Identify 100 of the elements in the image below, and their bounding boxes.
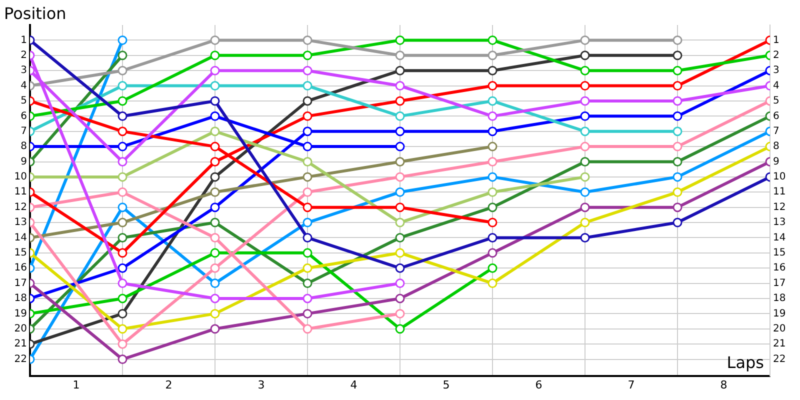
point	[580, 96, 590, 106]
point	[395, 50, 405, 60]
y-tick-label: 10	[14, 172, 27, 183]
x-tick-label: 8	[720, 378, 728, 392]
point	[302, 324, 312, 334]
point	[672, 218, 682, 228]
point	[302, 202, 312, 212]
y2-tick-label: 6	[773, 110, 780, 122]
x-tick-label: 3	[258, 378, 265, 392]
point	[580, 187, 590, 197]
point	[488, 218, 498, 228]
point	[302, 218, 312, 228]
point	[118, 232, 128, 242]
point	[580, 142, 590, 152]
y2-tick-label: 17	[773, 278, 786, 289]
point	[672, 142, 682, 152]
point	[488, 248, 498, 258]
point	[118, 263, 128, 273]
point	[580, 50, 590, 60]
point	[302, 35, 312, 45]
y-tick-label: 6	[20, 110, 27, 122]
point	[395, 248, 405, 258]
point	[488, 66, 498, 76]
point	[210, 35, 220, 45]
y2-tick-label: 16	[773, 262, 786, 274]
x-tick-label: 7	[628, 378, 635, 392]
point	[302, 172, 312, 182]
y2-tick-label: 14	[773, 232, 786, 244]
point	[118, 111, 128, 121]
point	[395, 278, 405, 288]
y-tick-label: 4	[20, 80, 27, 92]
point	[395, 294, 405, 304]
y-tick-label: 2	[20, 50, 27, 61]
point	[118, 172, 128, 182]
point	[672, 35, 682, 45]
point	[302, 187, 312, 197]
point	[672, 111, 682, 121]
point	[118, 339, 128, 349]
point	[210, 126, 220, 136]
point	[302, 278, 312, 288]
point	[395, 126, 405, 136]
y2-tick-label: 21	[773, 338, 786, 350]
point	[395, 324, 405, 334]
point	[302, 142, 312, 152]
point	[118, 308, 128, 318]
y-tick-label: 19	[14, 308, 27, 320]
point	[395, 142, 405, 152]
y-tick-label: 18	[14, 293, 27, 304]
point	[210, 263, 220, 273]
point	[210, 218, 220, 228]
point	[302, 294, 312, 304]
y-tick-label: 8	[20, 141, 27, 152]
point	[302, 81, 312, 91]
point	[395, 157, 405, 167]
point	[580, 111, 590, 121]
point	[488, 111, 498, 121]
y-tick-label: 14	[14, 232, 27, 244]
y2-tick-label: 2	[773, 50, 780, 61]
y2-tick-label: 10	[773, 172, 786, 183]
point	[395, 308, 405, 318]
point	[672, 157, 682, 167]
y-tick-label: 16	[14, 262, 27, 274]
point	[302, 308, 312, 318]
point	[395, 218, 405, 228]
point	[672, 66, 682, 76]
y2-tick-label: 11	[773, 186, 786, 198]
point	[488, 126, 498, 136]
point	[118, 96, 128, 106]
y-tick-label: 1	[20, 34, 27, 46]
point	[302, 157, 312, 167]
point	[210, 202, 220, 212]
point	[302, 232, 312, 242]
y-tick-label: 22	[14, 354, 27, 365]
point	[488, 172, 498, 182]
point	[302, 263, 312, 273]
y-tick-label: 9	[20, 156, 27, 168]
x-tick-label: 2	[165, 378, 172, 392]
point	[672, 50, 682, 60]
point	[210, 142, 220, 152]
point	[118, 294, 128, 304]
point	[580, 172, 590, 182]
point	[488, 35, 498, 45]
point	[395, 202, 405, 212]
point	[118, 187, 128, 197]
y-tick-label: 3	[20, 65, 27, 76]
point	[395, 172, 405, 182]
point	[395, 35, 405, 45]
point	[488, 187, 498, 197]
y-tick-label: 12	[14, 202, 27, 213]
point	[488, 202, 498, 212]
y2-tick-label: 18	[773, 293, 786, 304]
point	[210, 232, 220, 242]
x-tick-label: 1	[72, 378, 80, 392]
point	[118, 126, 128, 136]
point	[672, 96, 682, 106]
point	[488, 142, 498, 152]
point	[488, 278, 498, 288]
point	[488, 81, 498, 91]
point	[580, 232, 590, 242]
point	[488, 232, 498, 242]
